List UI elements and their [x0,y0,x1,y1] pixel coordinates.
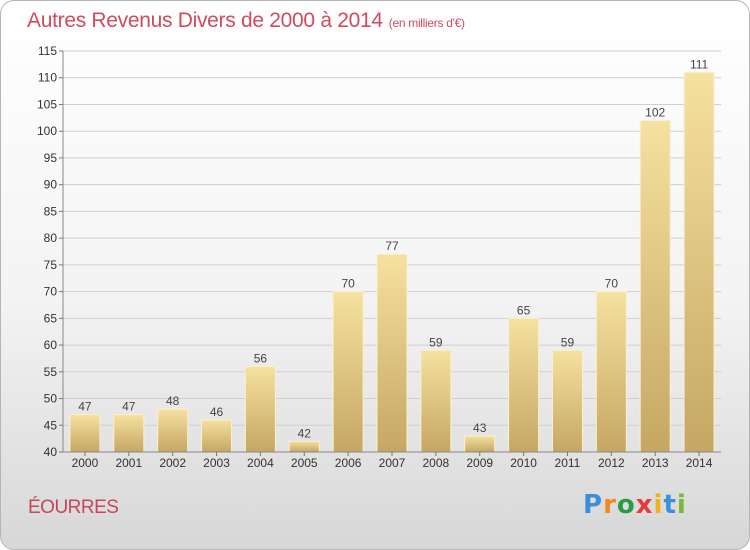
logo-letter: i [676,490,687,520]
proxiti-logo: Proxiti [583,490,687,520]
logo-letter: i [653,490,664,520]
x-tick-label-2004: 2004 [247,456,274,470]
x-tick-label-2010: 2010 [510,456,537,470]
bar-2003 [201,419,233,453]
chart-title-text: Autres Revenus Divers de 2000 à 2014 [27,9,383,32]
value-label-2003: 46 [210,405,224,419]
y-tick-label: 50 [44,392,58,406]
x-tick-label-2000: 2000 [72,456,99,470]
bar-2013 [639,120,671,453]
value-label-2001: 47 [122,400,136,414]
bars-layer [69,71,715,453]
value-label-2008: 59 [429,335,443,349]
y-tick-label: 110 [38,71,57,85]
bar-2005 [288,440,320,453]
logo-letter: r [603,490,617,520]
value-label-2000: 47 [78,400,92,414]
logo-letter: x [635,490,654,520]
bar-2014 [683,71,715,453]
value-label-2004: 56 [254,351,268,365]
bar-2004 [244,365,276,453]
x-tick-label-2012: 2012 [598,456,625,470]
y-tick-label: 95 [44,151,58,165]
bar-2006 [332,291,364,453]
value-label-2013: 102 [645,106,665,120]
axis-layer: 40 45 50 55 60 65 70 75 80 85 90 95 100 105 110 115 2000… [37,44,721,470]
bar-2010 [508,317,540,453]
x-tick-label-2006: 2006 [335,456,362,470]
logo-letter: P [583,490,604,520]
bar-2011 [551,349,583,453]
value-label-2014: 111 [690,57,709,71]
bar-2009 [464,435,496,453]
x-tick-label-2013: 2013 [642,456,669,470]
x-tick-label-2014: 2014 [686,456,713,470]
x-tick-label-2008: 2008 [423,456,450,470]
value-label-2007: 77 [385,239,399,253]
y-tick-label: 80 [44,231,58,245]
chart-title: Autres Revenus Divers de 2000 à 2014 (en … [27,9,465,33]
y-tick-label: 115 [38,44,57,58]
x-tick-label-2011: 2011 [555,456,581,470]
value-label-2011: 59 [561,335,575,349]
y-tick-label: 100 [37,124,57,138]
y-tick-label: 105 [37,97,57,111]
bar-2000 [69,414,101,453]
y-tick-label: 85 [44,204,58,218]
town-name: ÉOURRES [28,497,119,518]
x-tick-label-2007: 2007 [379,456,406,470]
y-tick-label: 60 [44,338,58,352]
chart-unit: (en milliers d'€) [388,16,465,30]
value-label-2002: 48 [166,394,180,408]
value-label-2012: 70 [605,277,619,291]
y-tick-label: 70 [44,285,58,299]
bar-2008 [420,349,452,453]
y-tick-label: 65 [44,311,58,325]
y-tick-label: 90 [44,178,58,192]
bar-2007 [376,253,408,453]
bar-2012 [595,291,627,453]
value-label-2009: 43 [473,421,487,435]
value-label-2005: 42 [298,426,312,440]
y-tick-label: 45 [44,418,58,432]
x-tick-label-2001: 2001 [115,456,142,470]
logo-letter: t [663,490,677,520]
value-label-2010: 65 [517,303,531,317]
y-tick-label: 40 [44,445,58,459]
logo-letter: o [616,490,636,520]
bar-2001 [113,414,145,453]
x-tick-label-2003: 2003 [203,456,230,470]
y-tick-label: 55 [44,365,58,379]
y-tick-label: 75 [44,258,58,272]
value-label-2006: 70 [341,277,355,291]
x-tick-label-2002: 2002 [159,456,186,470]
x-tick-label-2005: 2005 [291,456,318,470]
x-tick-label-2009: 2009 [466,456,493,470]
labels-layer: 47 47 48 46 56 42 70 77 59 43 65 59 70 102 111 [78,57,708,440]
bar-2002 [157,408,189,453]
